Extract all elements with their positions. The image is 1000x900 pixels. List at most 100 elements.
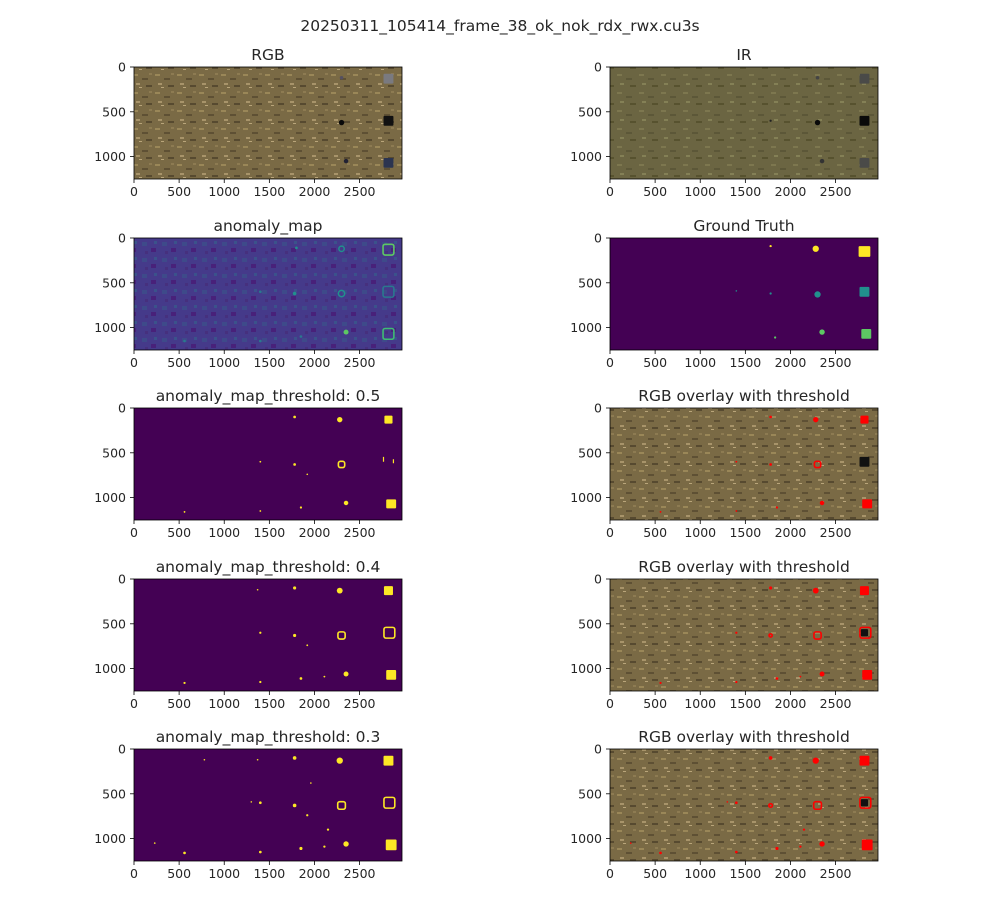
x-tick-label: 2500 <box>820 866 852 881</box>
image-mark <box>383 157 394 168</box>
image-mark <box>774 336 777 339</box>
image-mark <box>859 456 870 467</box>
image-mark <box>299 846 303 851</box>
panel-2: IR 0 500 1000 1500 2000 2500 0 500 1000 <box>570 46 879 199</box>
image-mark <box>734 801 738 805</box>
image-mark <box>384 415 393 424</box>
panel-7: anomaly_map_threshold: 0.4 0 500 1000 1500 20… <box>94 558 403 711</box>
y-tick-label: 1000 <box>570 661 602 676</box>
x-tick-label: 2000 <box>775 696 807 711</box>
x-tick-label: 2500 <box>820 355 852 370</box>
image-mark <box>859 286 870 297</box>
image-mark <box>813 460 822 469</box>
panel-6: RGB overlay with threshold 0 500 1000 1500 20… <box>570 387 879 540</box>
image-mark <box>775 846 779 851</box>
image-mark <box>386 499 397 509</box>
x-tick-label: 1500 <box>253 866 285 881</box>
image-mark <box>383 115 394 126</box>
x-tick-label: 2500 <box>820 696 852 711</box>
x-tick-label: 2000 <box>299 184 331 199</box>
image-mark <box>292 291 297 296</box>
y-tick-label: 1000 <box>94 490 126 505</box>
image-mark <box>386 669 397 680</box>
x-tick-label: 2000 <box>299 866 331 881</box>
image-mark <box>769 463 772 466</box>
y-tick-label: 1000 <box>94 831 126 846</box>
panel-title: RGB overlay with threshold <box>638 558 850 576</box>
x-tick-label: 0 <box>606 184 614 199</box>
image-background <box>610 749 878 861</box>
image-mark <box>323 845 326 848</box>
x-tick-label: 0 <box>130 525 138 540</box>
image-mark <box>383 755 394 766</box>
x-tick-label: 500 <box>167 866 191 881</box>
image-mark <box>258 339 262 343</box>
image-mark <box>734 850 738 854</box>
image-mark <box>153 842 156 844</box>
image-mark <box>183 681 186 685</box>
x-tick-label: 2500 <box>344 696 376 711</box>
image-mark <box>383 586 393 596</box>
axes-frame <box>609 748 879 862</box>
image-mark <box>659 681 662 685</box>
axes-frame <box>609 407 879 521</box>
image-mark <box>812 245 819 252</box>
y-tick-label: 0 <box>594 60 602 75</box>
x-tick-label: 500 <box>643 696 667 711</box>
image-mark <box>259 510 262 512</box>
image-mark <box>860 415 869 424</box>
panel-8: RGB overlay with threshold 0 500 1000 1500 20… <box>570 558 879 711</box>
image-mark <box>258 850 262 854</box>
panel-title: RGB <box>251 46 284 64</box>
image-mark <box>343 841 349 847</box>
panel-title: Ground Truth <box>693 217 794 235</box>
panel-9: anomaly_map_threshold: 0.3 0 500 1000 1500 20… <box>94 728 403 881</box>
image-mark <box>819 671 825 677</box>
x-tick-label: 500 <box>643 866 667 881</box>
image-mark <box>383 796 396 809</box>
y-tick-label: 500 <box>578 275 602 290</box>
x-tick-label: 2000 <box>299 696 331 711</box>
image-mark <box>813 631 822 640</box>
x-tick-label: 500 <box>167 696 191 711</box>
panel-title: RGB overlay with threshold <box>638 728 850 746</box>
x-tick-label: 0 <box>130 866 138 881</box>
y-tick-label: 1000 <box>94 661 126 676</box>
axes-frame <box>133 578 403 692</box>
y-tick-label: 500 <box>578 445 602 460</box>
image-mark <box>659 511 662 513</box>
image-mark <box>323 675 326 678</box>
panel-title: anomaly_map_threshold: 0.5 <box>156 387 381 406</box>
x-tick-label: 1000 <box>208 696 240 711</box>
x-tick-label: 1500 <box>729 866 761 881</box>
x-tick-label: 500 <box>643 184 667 199</box>
image-mark <box>812 800 823 811</box>
axes-frame <box>609 578 879 692</box>
image-mark <box>337 631 346 640</box>
image-mark <box>814 291 821 298</box>
image-mark <box>775 677 779 680</box>
image-mark <box>343 500 349 506</box>
image-mark <box>383 626 396 639</box>
x-tick-label: 1500 <box>729 525 761 540</box>
x-tick-label: 1500 <box>253 525 285 540</box>
image-mark <box>735 631 738 634</box>
image-mark <box>799 675 802 678</box>
x-tick-label: 500 <box>643 525 667 540</box>
image-mark <box>815 75 820 80</box>
image-mark <box>336 587 343 594</box>
image-mark <box>813 416 819 423</box>
image-mark <box>629 842 632 844</box>
image-mark <box>382 456 395 464</box>
image-mark <box>339 75 344 80</box>
x-tick-label: 1500 <box>253 355 285 370</box>
image-mark <box>299 335 303 338</box>
image-mark <box>382 285 395 298</box>
image-mark <box>859 586 869 596</box>
x-tick-label: 2500 <box>344 184 376 199</box>
x-tick-label: 1500 <box>729 355 761 370</box>
image-mark <box>337 416 343 423</box>
image-mark <box>306 814 309 817</box>
image-mark <box>183 511 186 513</box>
image-mark <box>336 800 347 811</box>
